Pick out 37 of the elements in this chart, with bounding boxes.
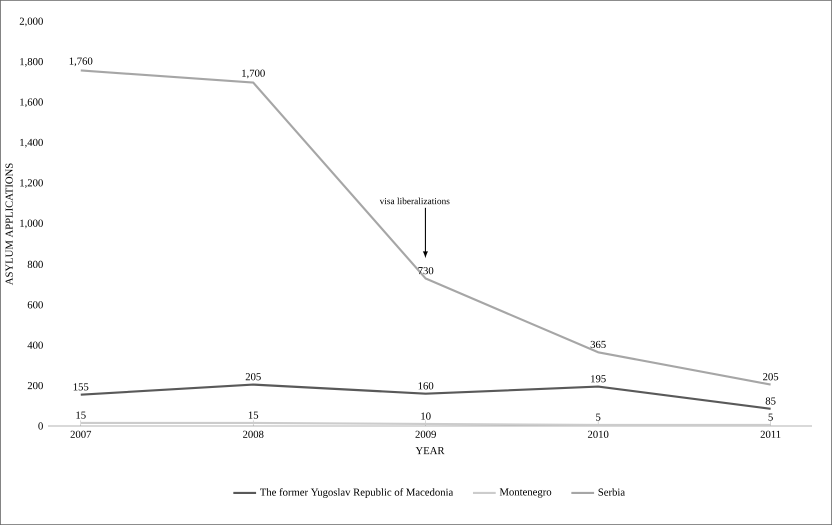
y-tick-label: 1,800 xyxy=(20,58,43,67)
data-label: 1,700 xyxy=(242,70,265,78)
y-tick-label: 200 xyxy=(28,382,43,390)
data-label: 195 xyxy=(591,375,606,382)
data-label: 15 xyxy=(76,412,86,419)
y-tick-label: 0 xyxy=(38,422,43,430)
data-label: 730 xyxy=(418,267,434,274)
x-tick-label: 2010 xyxy=(588,430,608,438)
data-label: 155 xyxy=(74,383,88,390)
data-label: 1,760 xyxy=(70,57,92,66)
x-tick-label: 2008 xyxy=(243,430,264,438)
x-tick-label: 2007 xyxy=(70,430,92,438)
y-axis-title: ASYLUM APPLICATIONS xyxy=(6,163,13,286)
data-label: 5 xyxy=(596,414,600,421)
y-tick-label: 2,000 xyxy=(20,18,43,26)
legend-label: Montenegro xyxy=(500,488,552,498)
data-label: 10 xyxy=(421,412,431,420)
y-tick-label: 600 xyxy=(28,301,43,308)
y-tick-label: 1,600 xyxy=(20,98,43,108)
y-tick-label: 1,400 xyxy=(20,138,43,148)
data-label: 205 xyxy=(246,373,261,380)
data-label: 160 xyxy=(418,382,434,390)
legend-label: The former Yugoslav Republic of Macedonia xyxy=(260,488,454,498)
data-label: 85 xyxy=(766,397,776,405)
data-label: 15 xyxy=(248,412,258,419)
legend-label: Serbia xyxy=(598,488,625,496)
y-tick-label: 1,200 xyxy=(20,179,43,188)
data-label: 5 xyxy=(768,414,773,421)
data-label: 365 xyxy=(590,340,606,348)
x-axis-title: YEAR xyxy=(416,447,444,454)
y-tick-label: 1,000 xyxy=(20,220,43,228)
y-tick-label: 800 xyxy=(28,260,43,268)
y-tick-label: 400 xyxy=(28,342,43,349)
data-label: 205 xyxy=(763,373,778,380)
x-tick-label: 2011 xyxy=(760,430,780,438)
annotation: visa liberalizations xyxy=(380,198,450,204)
x-tick-label: 2009 xyxy=(415,430,436,438)
